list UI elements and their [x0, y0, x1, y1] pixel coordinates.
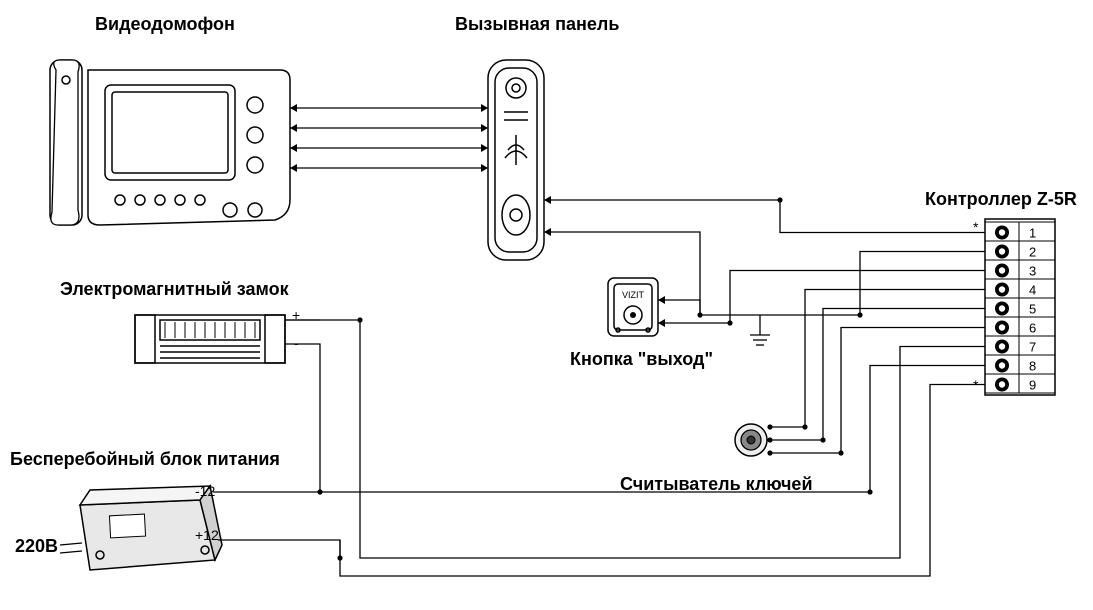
psu-label: Бесперебойный блок питания [10, 449, 280, 469]
controller-pin-5: 5 [1029, 302, 1036, 317]
psu-pos12: +12 [195, 527, 219, 543]
controller-pin-2: 2 [1029, 245, 1036, 260]
controller-pin-7: 7 [1029, 340, 1036, 355]
controller-pin-4: 4 [1029, 283, 1036, 298]
svg-text:VIZIT: VIZIT [622, 290, 645, 300]
controller-pin-9: 9 [1029, 378, 1036, 393]
mag-lock-minus: - [294, 335, 299, 351]
mag-lock-device [135, 315, 285, 363]
psu-neg12: -12 [195, 483, 215, 499]
mag-lock-label: Электромагнитный замок [60, 279, 290, 299]
controller-pin-3: 3 [1029, 264, 1036, 279]
key-reader-device [735, 424, 767, 456]
exit-button-label: Кнопка "выход" [570, 349, 713, 369]
call-panel-label: Вызывная панель [455, 14, 619, 34]
controller-pin-6: 6 [1029, 321, 1036, 336]
controller-label: Контроллер Z-5R [925, 189, 1077, 209]
controller-pin-1: 1 [1029, 226, 1036, 241]
mains-label: 220В [15, 536, 58, 556]
exit-button-device: VIZIT [608, 278, 658, 336]
ground-symbol [750, 315, 770, 345]
intercom-label: Видеодомофон [95, 14, 235, 34]
controller-pin-8: 8 [1029, 359, 1036, 374]
call-panel-device [488, 60, 544, 260]
intercom-device [50, 60, 290, 225]
key-reader-label: Считыватель ключей [620, 474, 813, 494]
